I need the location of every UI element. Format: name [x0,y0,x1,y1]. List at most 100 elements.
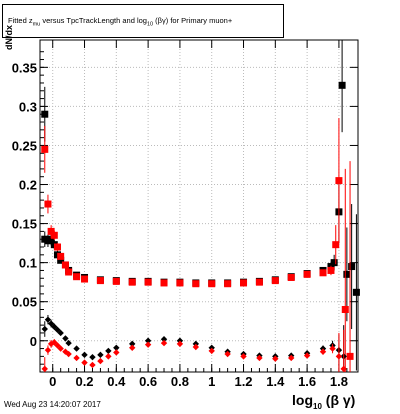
data-point [272,355,279,362]
y-axis-label: dN/dx [4,25,17,50]
data-point [346,352,354,360]
data-point [105,347,112,355]
data-point [89,353,96,361]
data-point [128,278,136,286]
data-point [57,329,64,337]
data-point [224,280,232,288]
x-axis-label: log10 (β γ) [292,392,355,411]
chart-title-pre: Fitted z [8,16,33,25]
data-point [129,340,136,348]
data-point [319,269,327,277]
chart-title-post: (βγ) for Primary muon+ [153,16,233,25]
data-point [144,341,152,348]
x-tick-label: 1.2 [234,374,252,389]
data-point [256,354,263,362]
data-point [144,337,152,344]
data-point [329,345,336,352]
chart-title-mid: versus TpcTrackLength and log [40,16,147,25]
data-point [303,270,311,278]
data-point [81,359,88,366]
data-point [271,277,279,285]
data-point [57,256,65,264]
data-point [57,345,64,352]
data-point [96,277,104,285]
data-point [81,275,89,283]
data-point [73,273,81,281]
data-point [208,280,216,288]
data-point [105,353,112,360]
data-point [319,348,327,355]
data-point [41,325,48,333]
data-point [65,339,72,347]
data-point [255,278,263,286]
data-point [44,346,52,354]
data-point [144,278,152,286]
data-point [176,279,184,287]
data-point [327,266,335,274]
x-tick-label: 0.6 [139,374,157,389]
chart-title: Fitted zmu versus TpcTrackLength and log… [8,16,232,28]
data-point [224,350,231,358]
y-axis-label-main: dN/dx [4,24,14,50]
data-point [50,231,58,239]
data-point [73,354,80,362]
data-point [61,261,69,269]
data-point [41,145,49,153]
footer-date: Wed Aug 23 14:20:07 2017 [4,400,101,409]
data-point [47,340,55,348]
data-point [89,361,96,369]
y-tick-label: 0.05 [12,295,37,310]
data-point [240,353,247,360]
data-point [113,349,120,356]
x-axis-label-sub: 10 [313,401,322,411]
y-tick-label: 0.25 [12,138,37,153]
data-point [303,352,311,359]
data-point [341,306,349,314]
data-point [192,280,200,288]
data-point [129,344,136,351]
data-point [208,347,215,355]
data-point [352,288,360,296]
plot-frame [39,39,359,373]
data-point [81,351,88,359]
data-point [41,110,49,118]
data-point [44,316,52,323]
data-point [65,350,72,358]
y-tick-label: 0.2 [19,178,37,193]
data-point [338,81,346,89]
data-point [41,365,48,373]
data-point [53,243,61,251]
data-point [335,353,343,360]
data-point [113,344,120,351]
data-point [160,279,168,287]
data-point [47,227,55,235]
data-point [288,354,295,362]
x-tick-label: 1.4 [266,374,285,389]
data-point [44,200,52,208]
data-point [97,351,104,359]
data-point [192,343,200,351]
data-point [330,259,338,267]
x-axis-label-main: log [292,392,313,408]
x-tick-label: 0 [49,374,56,389]
x-tick-label: 1.6 [298,374,316,389]
data-point [65,268,73,276]
data-point [332,241,340,249]
data-point [112,277,120,285]
data-point [57,252,65,260]
x-tick-label: 1 [208,374,215,389]
data-point [348,263,356,271]
data-point [335,177,343,185]
y-tick-label: 0.3 [19,99,37,114]
data-point [176,340,184,348]
y-tick-label: 0.1 [19,256,37,271]
data-point [160,339,168,347]
data-point [47,320,55,327]
chart-title-sub1: mu [32,21,41,28]
data-point [340,365,347,373]
data-point [47,235,55,243]
data-point [73,345,80,352]
data-point [97,357,104,365]
x-tick-label: 0.4 [107,374,126,389]
